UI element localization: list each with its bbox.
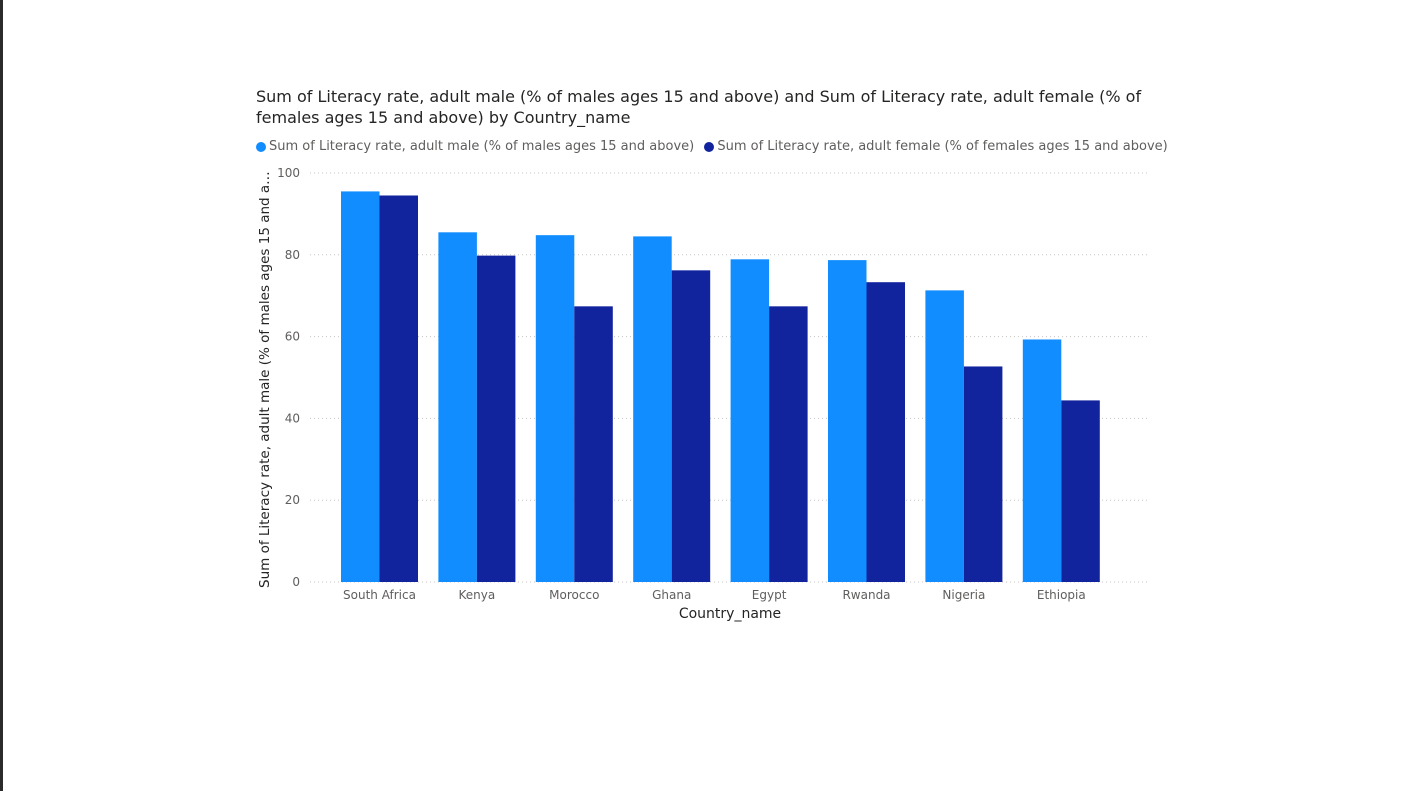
legend-item-male[interactable]: Sum of Literacy rate, adult male (% of m… — [256, 139, 694, 154]
y-tick-label: 100 — [277, 166, 300, 180]
bar-male[interactable] — [925, 290, 964, 582]
legend-label-male: Sum of Literacy rate, adult male (% of m… — [269, 139, 695, 154]
x-tick-label: South Africa — [343, 588, 416, 602]
chart-legend: Sum of Literacy rate, adult male (% of m… — [256, 139, 1168, 157]
y-tick-label: 40 — [285, 411, 300, 425]
x-tick-label: Morocco — [549, 588, 599, 602]
bar-male[interactable] — [633, 236, 672, 582]
x-tick-label: Nigeria — [942, 588, 985, 602]
x-tick-label: Egypt — [752, 588, 787, 602]
x-tick-label: Kenya — [459, 588, 496, 602]
bar-male[interactable] — [1022, 339, 1062, 582]
y-tick-label: 0 — [292, 575, 300, 589]
bar-male[interactable] — [535, 235, 575, 582]
legend-marker-male — [256, 141, 266, 152]
y-tick-label: 60 — [285, 330, 300, 344]
y-tick-label: 20 — [285, 493, 300, 507]
window-left-border — [0, 0, 3, 791]
bar-female[interactable] — [476, 255, 516, 583]
bar-female[interactable] — [866, 282, 906, 582]
chart-title: Sum of Literacy rate, adult male (% of m… — [256, 87, 1142, 127]
bar-male[interactable] — [828, 260, 867, 582]
bar-male[interactable] — [730, 259, 770, 582]
bar-female[interactable] — [963, 366, 1003, 582]
legend-label-female: Sum of Literacy rate, adult female (% of… — [717, 139, 1168, 154]
bar-female[interactable] — [379, 195, 419, 582]
legend-item-female[interactable]: Sum of Literacy rate, adult female (% of… — [704, 139, 1168, 154]
bar-female[interactable] — [574, 306, 613, 582]
bar-female[interactable] — [769, 306, 808, 582]
bar-female[interactable] — [671, 270, 711, 582]
legend-marker-female — [704, 141, 715, 152]
bar-male[interactable] — [341, 191, 380, 582]
x-axis-title: Country_name — [678, 606, 782, 622]
x-tick-label: Rwanda — [842, 588, 890, 602]
x-tick-label: Ghana — [652, 588, 691, 602]
bar-female[interactable] — [1061, 400, 1100, 582]
x-tick-label: Ethiopia — [1037, 588, 1086, 602]
bar-male[interactable] — [438, 232, 477, 582]
y-tick-label: 80 — [285, 248, 300, 262]
